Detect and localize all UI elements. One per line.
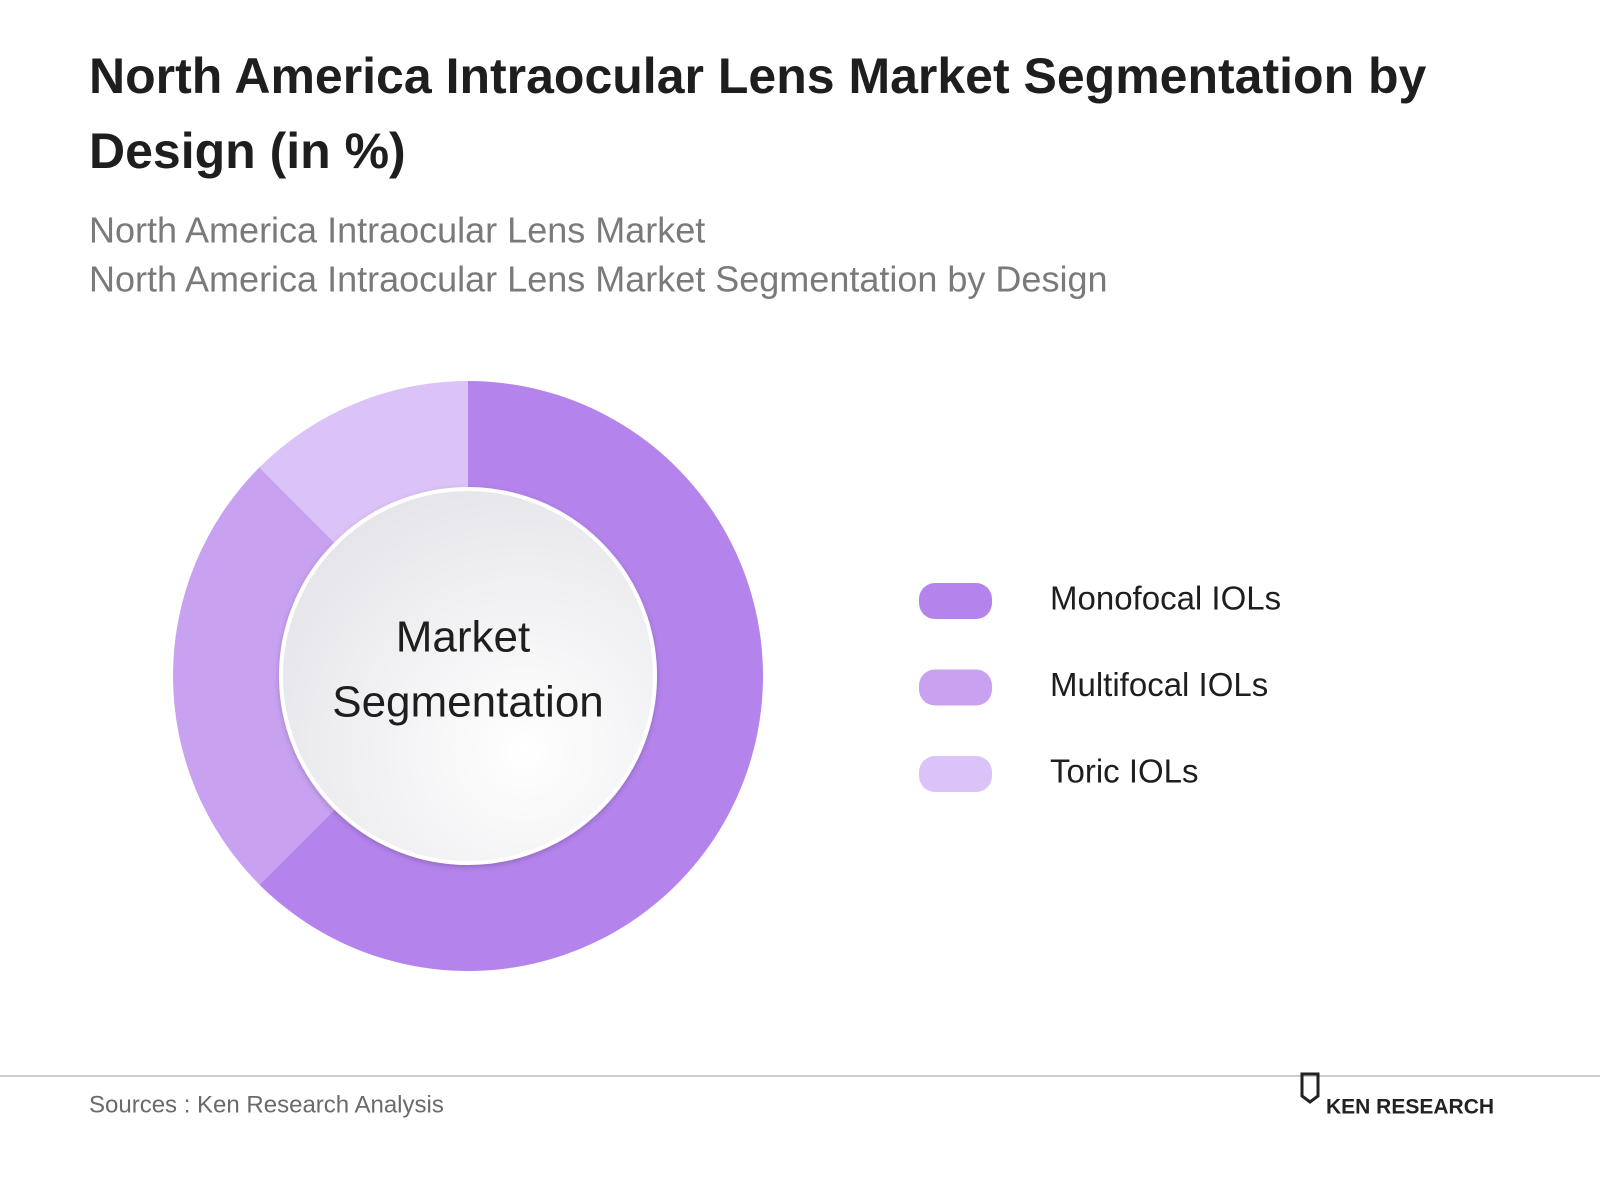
chart-subtitle: North America Intraocular Lens Market Se… (89, 259, 1108, 300)
donut-hole (279, 487, 657, 865)
chart-title: Design (in %) (89, 123, 406, 179)
chart-title: North America Intraocular Lens Market Se… (89, 48, 1427, 104)
logo-icon (1300, 1072, 1320, 1104)
chart-subtitle: North America Intraocular Lens Market (89, 210, 705, 251)
legend-swatch (919, 756, 992, 792)
legend-swatch (919, 669, 992, 706)
legend-label: Multifocal IOLs (1050, 666, 1268, 703)
legend-swatch (919, 583, 992, 619)
center-label: Segmentation (332, 678, 604, 727)
legend-label: Toric IOLs (1050, 753, 1199, 790)
legend: Monofocal IOLs Multifocal IOLs Toric IOLs (919, 580, 1281, 792)
legend-label: Monofocal IOLs (1050, 580, 1281, 617)
logo: KEN RESEARCH (1326, 1096, 1494, 1119)
source-note: Sources : Ken Research Analysis (89, 1091, 444, 1118)
center-label: Market (396, 613, 530, 662)
